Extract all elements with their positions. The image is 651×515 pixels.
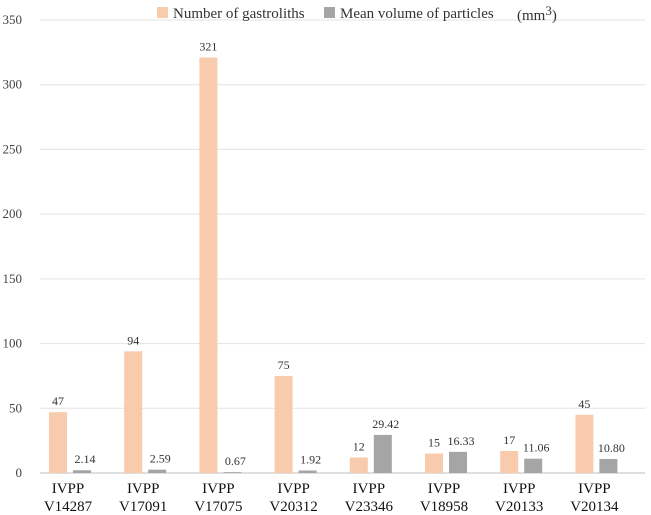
bar-volume bbox=[373, 434, 392, 473]
x-category-line1: IVPP bbox=[277, 481, 310, 497]
bar-gastroliths bbox=[349, 457, 368, 473]
legend-label-gastroliths: Number of gastroliths bbox=[173, 6, 305, 22]
bar-gastroliths bbox=[274, 375, 293, 473]
legend-swatch-gastroliths bbox=[157, 7, 168, 18]
data-label-gastroliths: 15 bbox=[428, 436, 440, 450]
data-label-volume: 10.80 bbox=[598, 441, 625, 455]
bar-volume bbox=[73, 470, 91, 473]
data-label-gastroliths: 12 bbox=[353, 439, 365, 453]
data-label-volume: 29.42 bbox=[372, 417, 399, 431]
legend-unit-volume: (mm3) bbox=[517, 3, 557, 24]
y-tick-label: 300 bbox=[3, 77, 23, 92]
data-label-volume: 0.67 bbox=[225, 454, 246, 468]
x-category-line1: IVPP bbox=[127, 481, 160, 497]
x-category-line2: V20312 bbox=[269, 499, 317, 515]
data-label-volume: 16.33 bbox=[448, 434, 475, 448]
legend-label-volume: Mean volume of particles bbox=[340, 6, 494, 22]
y-axis-ticks: 0 50 100 150 200 250 300 350 bbox=[3, 12, 23, 480]
bar-gastroliths bbox=[124, 351, 143, 473]
bar-gastroliths bbox=[500, 450, 519, 473]
x-category-line1: IVPP bbox=[578, 481, 611, 497]
x-category-line1: IVPP bbox=[503, 481, 536, 497]
x-category-line2: V20133 bbox=[495, 499, 543, 515]
bars bbox=[49, 57, 618, 473]
legend-unit-text: (mm bbox=[517, 8, 546, 24]
data-label-gastroliths: 17 bbox=[503, 433, 515, 447]
bar-volume bbox=[298, 470, 317, 473]
data-label-volume: 2.14 bbox=[75, 452, 96, 466]
bar-gastroliths bbox=[575, 414, 594, 473]
bar-volume bbox=[449, 451, 467, 473]
x-category-line2: V17091 bbox=[119, 499, 167, 515]
x-category-line2: V23346 bbox=[345, 499, 394, 515]
data-label-volume: 1.92 bbox=[300, 453, 321, 467]
data-label-volume: 11.06 bbox=[523, 441, 550, 455]
y-tick-label: 0 bbox=[16, 465, 23, 480]
x-category-line2: V14287 bbox=[44, 499, 93, 515]
bar-volume bbox=[223, 472, 242, 473]
bar-gastroliths bbox=[49, 412, 67, 473]
x-category-line1: IVPP bbox=[353, 481, 386, 497]
bar-volume bbox=[524, 458, 543, 473]
data-label-gastroliths: 321 bbox=[199, 40, 217, 54]
bar-volume bbox=[148, 469, 167, 473]
data-label-gastroliths: 94 bbox=[127, 333, 139, 347]
legend: Number of gastroliths Mean volume of par… bbox=[157, 3, 557, 24]
data-label-volume: 2.59 bbox=[150, 452, 171, 466]
x-category-line1: IVPP bbox=[202, 481, 235, 497]
bar-volume bbox=[599, 459, 618, 473]
y-tick-label: 50 bbox=[9, 400, 22, 415]
y-tick-label: 150 bbox=[3, 271, 23, 286]
x-category-line1: IVPP bbox=[52, 481, 85, 497]
y-tick-label: 250 bbox=[3, 141, 23, 156]
legend-unit-close: ) bbox=[552, 8, 557, 24]
x-category-line2: V17075 bbox=[194, 499, 242, 515]
data-labels: 47 2.14 94 2.59 321 0.67 75 1.92 12 29.42 15 16.33 1… bbox=[52, 40, 625, 469]
y-tick-label: 100 bbox=[3, 336, 23, 351]
x-category-line2: V20134 bbox=[570, 499, 619, 515]
x-axis-categories: IVPP V14287 IVPP V17091 IVPP V17075 IVPP V20312… bbox=[44, 481, 619, 515]
x-category-line1: IVPP bbox=[428, 481, 461, 497]
data-label-gastroliths: 45 bbox=[578, 397, 590, 411]
data-label-gastroliths: 75 bbox=[278, 358, 290, 372]
bar-gastroliths bbox=[425, 453, 443, 473]
legend-unit-sup: 3 bbox=[545, 3, 552, 18]
data-label-gastroliths: 47 bbox=[52, 394, 64, 408]
legend-swatch-volume bbox=[324, 7, 335, 18]
bar-gastroliths bbox=[199, 57, 218, 473]
y-tick-label: 200 bbox=[3, 206, 23, 221]
y-tick-label: 350 bbox=[3, 12, 23, 27]
x-category-line2: V18958 bbox=[420, 499, 468, 515]
